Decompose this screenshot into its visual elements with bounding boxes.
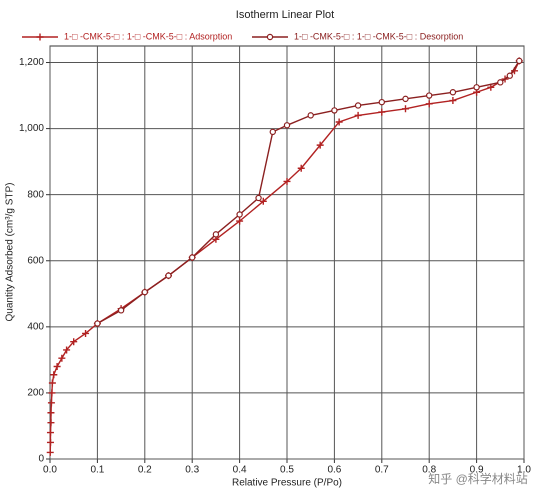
x-tick-label: 0.0 (43, 465, 57, 476)
data-point (449, 97, 457, 105)
data-point (70, 338, 78, 346)
data-point (212, 231, 220, 238)
data-point (141, 288, 148, 296)
data-point (516, 57, 523, 65)
data-point (53, 362, 61, 370)
y-axis-label: Quantity Adsorbed (cm³/g STP) (5, 183, 16, 322)
x-axis-label: Relative Pressure (P/Po) (232, 478, 342, 489)
data-point (307, 112, 314, 119)
data-point (236, 217, 244, 225)
data-point (236, 211, 243, 218)
x-tick-label: 0.4 (233, 465, 247, 476)
data-point (473, 84, 480, 91)
x-tick-label: 0.8 (422, 465, 436, 476)
data-point (354, 111, 362, 119)
data-point (58, 354, 66, 362)
x-tick-label: 0.2 (138, 465, 152, 476)
data-point (449, 89, 457, 96)
data-point (506, 72, 513, 79)
data-point (46, 448, 54, 456)
data-point (297, 164, 305, 172)
data-point (63, 346, 71, 354)
data-point (497, 79, 504, 86)
y-tick-label: 0 (38, 454, 44, 465)
data-point (46, 438, 54, 446)
data-point (425, 100, 433, 108)
data-point (165, 272, 172, 279)
x-tick-label: 0.1 (90, 465, 104, 476)
data-point (255, 194, 262, 202)
data-point (426, 92, 433, 99)
data-point (402, 95, 409, 103)
data-point (94, 320, 101, 327)
legend-marker (36, 33, 44, 41)
legend-label: 1-□ -CMK-5-□ : 1-□ -CMK-5-□ : Desorption (294, 31, 463, 41)
data-point (50, 371, 58, 379)
data-point (269, 128, 276, 136)
y-tick-label: 1,000 (19, 123, 44, 134)
data-point (283, 122, 291, 129)
data-point (259, 197, 267, 205)
series-line (49, 60, 520, 453)
legend-marker (266, 33, 274, 41)
data-point (316, 141, 324, 149)
data-point (354, 102, 362, 109)
x-tick-label: 0.9 (470, 465, 484, 476)
data-point (48, 389, 56, 397)
data-point (47, 399, 55, 407)
y-tick-label: 800 (27, 189, 44, 200)
x-tick-label: 0.6 (327, 465, 341, 476)
data-point (82, 329, 90, 337)
data-point (378, 108, 386, 116)
watermark: 知乎 @科学材料站 (428, 471, 528, 486)
data-point (335, 118, 343, 126)
x-tick-label: 0.7 (375, 465, 389, 476)
x-tick-label: 0.5 (280, 465, 294, 476)
y-tick-label: 1,200 (19, 57, 44, 68)
legend-label: 1-□ -CMK-5-□ : 1-□ -CMK-5-□ : Adsorption (64, 31, 232, 41)
y-tick-label: 400 (27, 321, 44, 332)
data-point (402, 105, 409, 113)
data-point (331, 107, 338, 114)
data-point (47, 419, 55, 427)
data-point (48, 379, 56, 387)
data-point (117, 307, 125, 314)
y-tick-label: 600 (27, 255, 44, 266)
data-point (283, 177, 291, 185)
data-point (47, 409, 55, 417)
y-tick-label: 200 (27, 388, 44, 399)
x-tick-label: 0.3 (185, 465, 199, 476)
data-point (46, 429, 54, 437)
data-point (188, 254, 196, 261)
chart-title: Isotherm Linear Plot (236, 9, 334, 21)
data-point (378, 98, 385, 106)
x-tick-label: 1.0 (517, 465, 531, 476)
